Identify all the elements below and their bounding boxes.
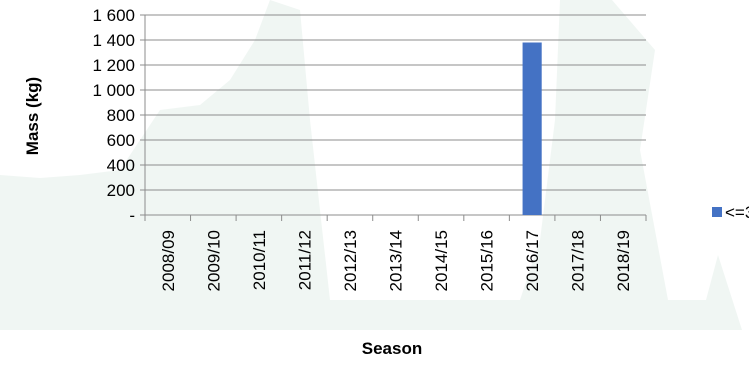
x-tick-label: 2016/17: [523, 230, 542, 291]
bars: [522, 42, 542, 215]
x-tick-label: 2013/14: [387, 230, 406, 291]
legend: <=3: [712, 203, 749, 222]
x-tick-label: 2017/18: [569, 230, 588, 291]
x-axis-title: Season: [362, 339, 422, 358]
y-tick-label: 1 400: [92, 31, 135, 50]
y-tick-label: 1 600: [92, 6, 135, 25]
x-tick-label: 2010/11: [250, 230, 269, 290]
x-axis: 2008/09 2009/10 2010/11 2011/12 2012/13 2013/…: [144, 214, 647, 291]
legend-swatch: [712, 207, 722, 217]
y-tick-label: -: [129, 206, 135, 225]
y-tick-label: 1 000: [92, 81, 135, 100]
y-tick-label: 200: [107, 181, 135, 200]
y-tick-label: 800: [107, 106, 135, 125]
x-tick-label: 2014/15: [432, 230, 451, 291]
x-tick-label: 2009/10: [204, 230, 223, 291]
legend-label: <=3: [725, 203, 749, 222]
x-tick-label: 2011/12: [295, 230, 314, 290]
gridlines: [145, 14, 646, 191]
y-tick-label: 400: [107, 156, 135, 175]
x-tick-label: 2015/16: [478, 230, 497, 291]
watermark-graphic: [0, 0, 742, 330]
x-tick-label: 2012/13: [341, 230, 360, 291]
y-axis-title: Mass (kg): [23, 77, 42, 155]
bar: [522, 42, 542, 215]
y-tick-label: 1 200: [92, 56, 135, 75]
y-tick-label: 600: [107, 131, 135, 150]
y-axis: - 200 400 600 800 1 000 1 200 1 400 1 600: [92, 6, 146, 225]
x-tick-label: 2008/09: [159, 230, 178, 291]
x-tick-label: 2018/19: [614, 230, 633, 291]
